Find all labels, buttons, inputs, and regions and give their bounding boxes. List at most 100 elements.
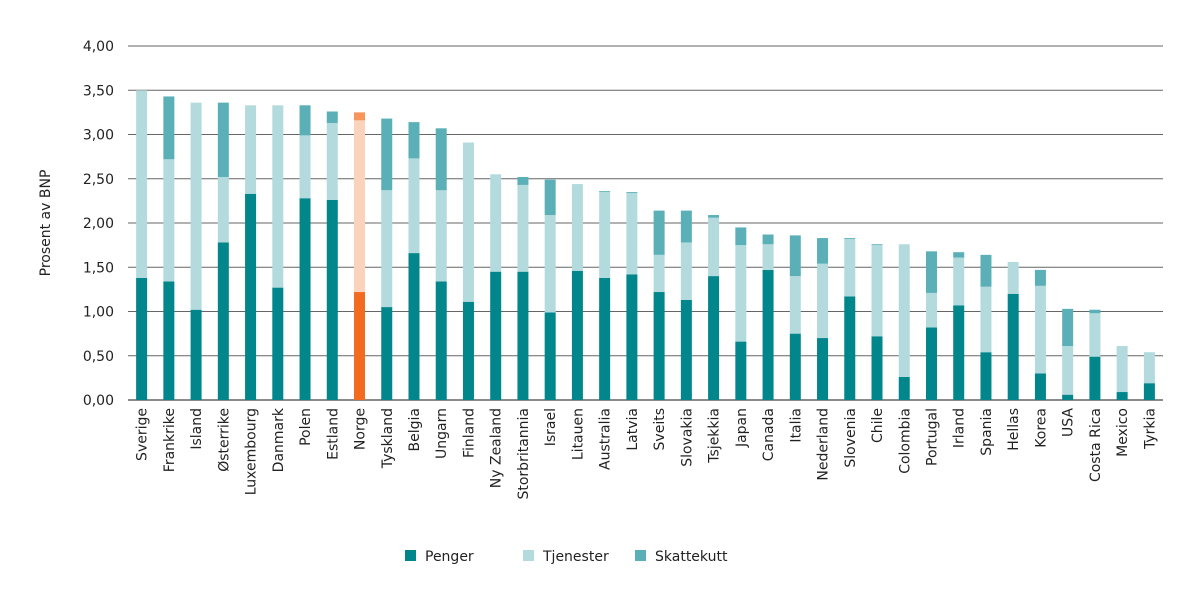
bar-segment-penger: [163, 281, 175, 400]
bar-segment-skattekutt: [735, 227, 747, 246]
bar-segment-skattekutt: [408, 122, 420, 159]
x-tick-label: Sveits: [652, 408, 668, 450]
x-tick-label: Storbritannia: [516, 408, 532, 500]
bar-segment-tjenester: [653, 254, 665, 293]
bar-segment-penger: [708, 276, 720, 400]
bar-segment-penger: [980, 352, 992, 400]
bar-segment-skattekutt: [326, 111, 338, 123]
x-tick-label: Estland: [325, 408, 341, 460]
bar-segment-tjenester: [462, 142, 474, 302]
y-tick-label: 4,00: [83, 39, 114, 55]
bar-segment-penger: [517, 271, 529, 400]
bar-segment-skattekutt: [163, 96, 175, 160]
bar-segment-penger: [544, 312, 556, 400]
bar-segment-penger: [1116, 392, 1128, 400]
legend-swatch-penger: [405, 550, 416, 561]
x-tick-label: Tsjekkia: [707, 408, 723, 464]
bar-segment-penger: [953, 305, 965, 400]
x-tick-label: Portugal: [924, 408, 940, 466]
bar-segment-skattekutt: [789, 235, 801, 277]
bar-segment-skattekutt: [925, 251, 937, 293]
bar-segment-skattekutt: [1062, 308, 1074, 347]
bar-segment-tjenester: [762, 244, 774, 270]
bar-segment-penger: [626, 274, 638, 400]
bar-segment-penger: [462, 301, 474, 400]
legend-swatch-tjenester: [523, 550, 534, 561]
bar-segment-penger: [354, 292, 366, 400]
x-tick-label: Spania: [979, 408, 995, 456]
bar-segment-penger: [190, 309, 202, 400]
y-axis-label: Prosent av BNP: [38, 170, 54, 277]
y-tick-label: 2,00: [83, 216, 114, 232]
bar-segment-skattekutt: [354, 112, 366, 121]
bar-segment-skattekutt: [980, 254, 992, 287]
bar-segment-tjenester: [1034, 285, 1046, 374]
bar-segment-skattekutt: [626, 192, 638, 193]
bars: [136, 90, 1155, 400]
bar-segment-tjenester: [408, 158, 420, 254]
x-tick-label: Japan: [734, 408, 750, 448]
x-tick-label: Slovakia: [679, 408, 695, 467]
bar-segment-tjenester: [735, 245, 747, 342]
bar-segment-penger: [1034, 373, 1046, 400]
x-tick-label: Norge: [353, 408, 369, 450]
bar-segment-skattekutt: [517, 176, 529, 185]
bar-segment-tjenester: [190, 102, 202, 310]
x-tick-label: Irland: [952, 408, 968, 448]
bar-segment-skattekutt: [1089, 309, 1101, 314]
bar-segment-tjenester: [1089, 313, 1101, 357]
legend-label: Penger: [425, 549, 474, 565]
bar-segment-skattekutt: [381, 118, 393, 191]
bar-segment-penger: [1143, 383, 1155, 400]
bar-segment-penger: [1062, 394, 1074, 400]
bar-segment-penger: [272, 287, 284, 400]
bar-segment-skattekutt: [544, 179, 556, 216]
x-tick-label: Chile: [870, 408, 886, 443]
y-tick-label: 1,50: [83, 260, 114, 276]
bar-segment-tjenester: [544, 215, 556, 313]
bar-segment-penger: [1089, 356, 1101, 400]
bar-segment-penger: [898, 376, 910, 400]
x-tick-label: Island: [189, 408, 205, 450]
bar-segment-tjenester: [980, 286, 992, 353]
x-tick-label: Slovenia: [843, 408, 859, 468]
bar-segment-tjenester: [871, 245, 883, 337]
bar-segment-penger: [653, 292, 665, 400]
bar-segment-tjenester: [708, 217, 720, 277]
x-tick-label: Hellas: [1006, 408, 1022, 451]
y-tick-label: 3,00: [83, 128, 114, 144]
x-tick-label: Latvia: [625, 408, 641, 451]
x-tick-label: USA: [1061, 408, 1077, 437]
x-tick-label: Italia: [788, 408, 804, 443]
x-tick-label: Costa Rica: [1088, 408, 1104, 482]
bar-segment-skattekutt: [708, 215, 720, 218]
bar-segment-penger: [381, 307, 393, 400]
x-tick-label: Luxembourg: [244, 408, 260, 495]
legend-label: Tjenester: [542, 549, 609, 565]
y-tick-label: 1,00: [83, 305, 114, 321]
bar-segment-tjenester: [953, 257, 965, 306]
bar-segment-tjenester: [898, 244, 910, 377]
x-tick-label: Korea: [1033, 408, 1049, 448]
x-tick-label: Tyrkia: [1142, 408, 1158, 450]
x-tick-label: Polen: [298, 408, 314, 446]
x-tick-label: Østerrike: [216, 408, 232, 472]
bar-segment-penger: [789, 333, 801, 400]
x-tick-label: Frankrike: [162, 408, 178, 472]
bar-segment-tjenester: [435, 190, 447, 282]
bar-segment-penger: [326, 199, 338, 400]
bar-segment-skattekutt: [817, 238, 829, 264]
bar-segment-skattekutt: [762, 234, 774, 245]
x-tick-label: Belgia: [407, 408, 423, 451]
bar-segment-skattekutt: [953, 252, 965, 258]
x-tick-label: Litauen: [570, 408, 586, 460]
legend: Penger Tjenester Skattekutt: [405, 549, 728, 565]
bar-segment-tjenester: [490, 174, 502, 272]
bar-segment-skattekutt: [653, 210, 665, 255]
bar-segment-tjenester: [789, 276, 801, 334]
bar-segment-penger: [844, 296, 856, 400]
x-tick-label: Israel: [543, 408, 559, 446]
x-tick-label: Mexico: [1115, 408, 1131, 457]
bar-segment-tjenester: [925, 292, 937, 328]
